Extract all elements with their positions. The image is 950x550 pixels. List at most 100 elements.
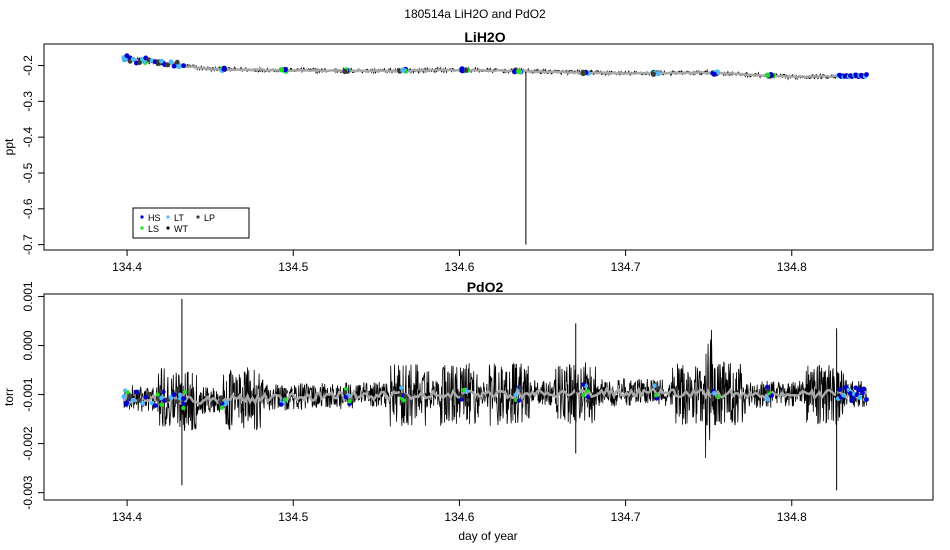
- calibration-point: [513, 392, 518, 397]
- calibration-point: [283, 389, 289, 394]
- legend-label-wt: WT: [174, 224, 188, 234]
- legend-marker-wt: [166, 226, 170, 230]
- x-tick-label: 134.4: [112, 510, 142, 524]
- legend-marker-ls: [140, 226, 144, 230]
- calibration-point: [134, 389, 139, 395]
- calibration-point: [181, 401, 187, 406]
- panel-pdo2-series: [121, 298, 869, 491]
- panel-pdo2-ylabel: torr: [2, 388, 16, 406]
- x-tick-label: 134.6: [444, 510, 474, 524]
- calibration-point: [171, 63, 177, 69]
- y-tick-label: -0.5: [21, 162, 35, 183]
- calibration-point: [841, 392, 847, 398]
- calibration-point: [837, 387, 842, 392]
- y-tick-label: 0.000: [21, 330, 35, 360]
- calibration-point: [765, 397, 770, 402]
- panel-pdo2: PdO2 torr day of year 134.4 134.5 134.6 134…: [2, 279, 934, 543]
- calibration-point: [861, 386, 867, 392]
- calibration-point: [860, 390, 865, 396]
- calibration-point: [343, 395, 348, 400]
- calibration-point: [652, 383, 657, 388]
- calibration-point: [279, 402, 284, 407]
- series-smoothed-line: [122, 385, 868, 406]
- calibration-point: [459, 66, 465, 72]
- y-tick-label: -0.2: [21, 55, 35, 76]
- calibration-point: [586, 398, 591, 404]
- calibration-point: [130, 56, 136, 62]
- calibration-point: [137, 60, 142, 66]
- calibration-point: [218, 399, 223, 404]
- calibration-point: [174, 399, 180, 405]
- legend-label-hs: HS: [148, 213, 161, 223]
- calibration-point: [403, 394, 408, 399]
- calibration-point: [152, 403, 158, 408]
- calibration-point: [181, 63, 187, 69]
- calibration-point: [159, 58, 164, 64]
- panel-lih2o-y-axis: -0.7 -0.6 -0.5 -0.4 -0.3 -0.2: [21, 55, 44, 255]
- calibration-point: [282, 66, 288, 73]
- x-tick-label: 134.8: [777, 260, 807, 274]
- calibration-point: [168, 59, 174, 65]
- x-tick-label: 134.6: [444, 260, 474, 274]
- panel-pdo2-title: PdO2: [467, 279, 504, 295]
- calibration-point: [516, 68, 522, 74]
- y-tick-label: 0.001: [21, 281, 35, 311]
- calibration-point: [864, 397, 869, 402]
- y-tick-label: -0.6: [21, 198, 35, 219]
- calibration-point: [710, 397, 715, 402]
- panel-lih2o-series: [121, 53, 869, 245]
- calibration-point: [174, 59, 180, 65]
- calibration-point: [224, 400, 229, 405]
- calibration-point: [165, 62, 171, 68]
- calibration-point: [864, 72, 869, 77]
- calibration-point: [181, 405, 186, 411]
- panel-lih2o-legend: HS LT LP LS WT: [132, 207, 250, 239]
- calibration-point: [278, 67, 284, 73]
- calibration-point: [401, 398, 406, 403]
- y-tick-label: -0.002: [21, 426, 35, 460]
- legend-marker-lt: [166, 215, 170, 219]
- legend-label-ls: LS: [148, 224, 159, 234]
- legend-marker-lp: [196, 215, 200, 219]
- panel-pdo2-y-axis: -0.003 -0.002 -0.001 0.000 0.001: [21, 281, 44, 510]
- calibration-point: [221, 66, 227, 72]
- calibration-point: [219, 405, 224, 410]
- legend-item-lp: LP: [196, 213, 215, 223]
- calibration-point: [650, 71, 657, 77]
- calibration-point: [465, 397, 470, 403]
- calibration-point: [155, 392, 160, 397]
- calibration-point: [342, 390, 348, 395]
- x-tick-label: 134.5: [278, 510, 308, 524]
- calibration-point: [769, 393, 774, 398]
- calibration-point: [146, 391, 152, 397]
- calibration-point: [848, 391, 853, 396]
- calibration-point: [712, 390, 717, 396]
- panel-pdo2-xlabel: day of year: [458, 529, 517, 543]
- calibration-point: [124, 53, 130, 58]
- calibration-point: [585, 394, 591, 400]
- calibration-point: [765, 388, 770, 393]
- legend-item-ls: LS: [140, 224, 159, 234]
- calibration-point: [654, 396, 659, 401]
- calibration-point: [171, 392, 177, 398]
- calibration-point: [159, 395, 164, 401]
- legend-item-hs: HS: [140, 213, 161, 223]
- calibration-point: [181, 396, 187, 401]
- panel-lih2o-plot-frame: [43, 43, 934, 251]
- series-raw-line: [123, 329, 867, 459]
- calibration-point: [516, 398, 522, 403]
- x-tick-label: 134.5: [278, 260, 308, 274]
- calibration-point: [857, 395, 863, 400]
- calibration-point: [655, 386, 661, 391]
- legend-label-lp: LP: [204, 213, 215, 223]
- calibration-point: [464, 389, 469, 395]
- calibration-point: [653, 392, 659, 398]
- calibration-point: [765, 72, 771, 78]
- calibration-point: [125, 390, 130, 395]
- x-tick-label: 134.4: [112, 260, 142, 274]
- y-tick-label: -0.7: [21, 234, 35, 255]
- calibration-point: [121, 394, 127, 400]
- legend-item-lt: LT: [166, 213, 184, 223]
- y-tick-label: -0.3: [21, 91, 35, 112]
